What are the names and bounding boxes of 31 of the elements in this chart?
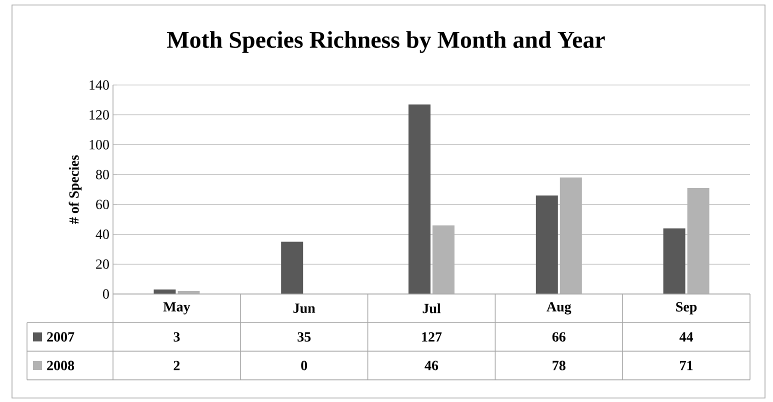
data-label: 3 bbox=[174, 332, 180, 342]
x-tick-label: May bbox=[163, 302, 190, 314]
data-label: 71 bbox=[680, 360, 693, 370]
y-tick-label: 60 bbox=[96, 200, 109, 210]
legend-label: 2008 bbox=[47, 360, 74, 370]
y-tick-label: 0 bbox=[103, 289, 109, 299]
x-tick-label: Aug bbox=[546, 302, 572, 314]
data-label: 78 bbox=[552, 360, 566, 370]
data-label: 2 bbox=[174, 360, 180, 370]
bar bbox=[536, 195, 558, 294]
bar bbox=[408, 104, 431, 294]
data-label: 46 bbox=[424, 360, 438, 370]
chart-title: Moth Species Richness by Month and Year bbox=[167, 31, 605, 53]
x-tick-label: Jul bbox=[422, 303, 441, 314]
data-label: 0 bbox=[301, 360, 308, 370]
data-label: 35 bbox=[298, 332, 311, 342]
y-tick-label: 140 bbox=[90, 80, 109, 90]
x-tick-label: Sep bbox=[676, 302, 697, 314]
y-tick-label: 40 bbox=[96, 230, 109, 240]
data-label: 66 bbox=[552, 332, 566, 342]
y-tick-label: 100 bbox=[90, 140, 109, 150]
y-tick-label: 120 bbox=[90, 110, 109, 120]
data-label: 127 bbox=[422, 332, 442, 342]
bar bbox=[281, 242, 304, 294]
legend-label: 2007 bbox=[47, 332, 74, 342]
y-axis-title: # of Species bbox=[68, 155, 82, 224]
bar bbox=[663, 228, 686, 294]
data-label: 44 bbox=[679, 332, 694, 342]
y-tick-label: 80 bbox=[96, 170, 109, 180]
x-tick-label: Jun bbox=[293, 304, 316, 313]
y-tick-label: 20 bbox=[96, 259, 109, 269]
